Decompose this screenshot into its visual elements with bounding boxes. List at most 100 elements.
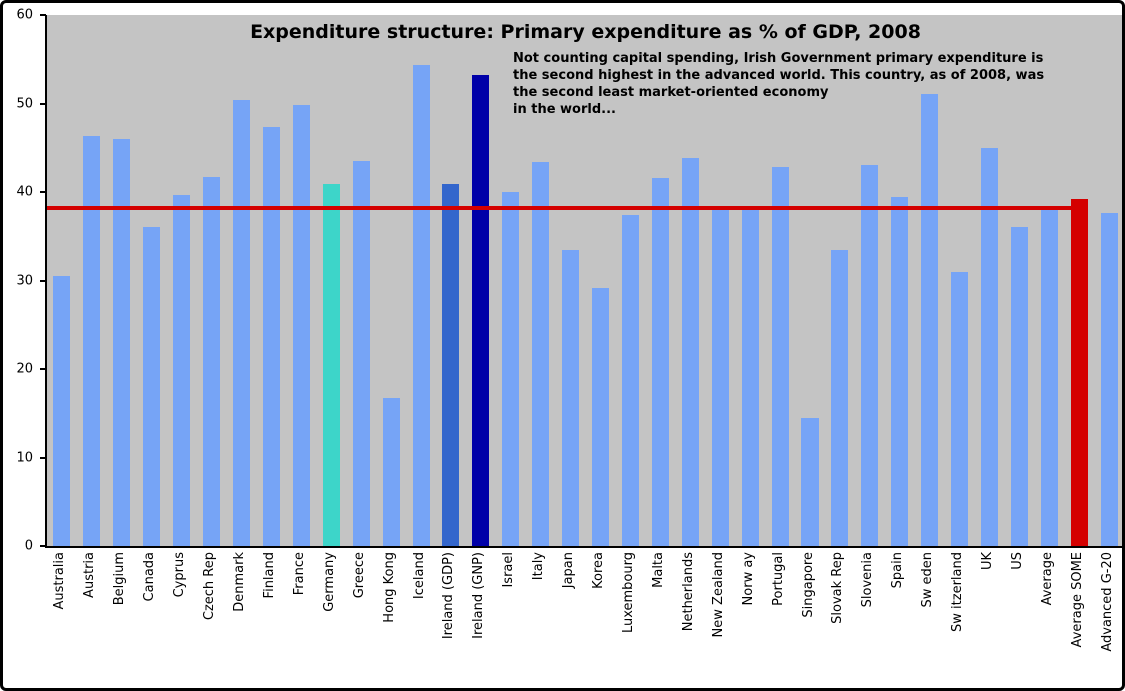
x-label-slot: Slovenia xyxy=(853,548,883,688)
y-tick-mark xyxy=(40,545,46,547)
x-axis-label: Iceland xyxy=(411,552,427,600)
bar-average xyxy=(1040,208,1058,546)
x-label-slot: Korea xyxy=(584,548,614,688)
bar-slot xyxy=(586,15,616,546)
x-axis-label: Germany xyxy=(321,552,337,612)
x-axis-label: Norw ay xyxy=(740,552,756,606)
bar-slot xyxy=(1034,15,1064,546)
bar-singapore xyxy=(801,417,819,546)
bar-netherlands xyxy=(681,158,699,546)
bar-iceland xyxy=(412,64,430,546)
y-tick-label: 20 xyxy=(16,361,33,377)
y-tick-label: 30 xyxy=(16,273,33,288)
bar-sw-eden xyxy=(921,93,939,546)
bar-sw-itzerland xyxy=(951,271,969,546)
y-tick-mark xyxy=(40,368,46,370)
bar-norw-ay xyxy=(741,207,759,546)
x-label-slot: Sw itzerland xyxy=(943,548,973,688)
x-axis-label: Cyprus xyxy=(172,552,188,598)
y-tick-label: 0 xyxy=(24,538,33,554)
y-tick-label: 40 xyxy=(16,184,33,200)
x-label-slot: US xyxy=(1003,548,1033,688)
x-label-slot: Belgium xyxy=(105,548,135,688)
chart-annotation: Not counting capital spending, Irish Gov… xyxy=(513,51,1045,117)
chart-title: Expenditure structure: Primary expenditu… xyxy=(250,21,921,43)
bar-slot xyxy=(945,15,975,546)
y-tick-mark xyxy=(40,14,46,16)
y-tick-label: 60 xyxy=(16,7,33,23)
x-axis-label: Average xyxy=(1039,552,1055,606)
bar-israel xyxy=(502,192,520,546)
bar-slot xyxy=(885,15,915,546)
x-axis-label: Malta xyxy=(650,552,666,588)
bar-slot xyxy=(1094,15,1122,546)
x-axis-label: Canada xyxy=(142,552,158,602)
x-axis-label: Slovenia xyxy=(860,552,876,608)
x-axis-label: Sw itzerland xyxy=(950,552,966,632)
bar-slot xyxy=(256,15,286,546)
bars-container xyxy=(47,15,1122,546)
x-axis-label: Korea xyxy=(591,552,607,589)
bar-slot xyxy=(1005,15,1035,546)
x-label-slot: Japan xyxy=(554,548,584,688)
bar-slot xyxy=(735,15,765,546)
bar-slot xyxy=(167,15,197,546)
bar-canada xyxy=(143,227,161,546)
x-axis-label: France xyxy=(291,552,307,596)
reference-line xyxy=(47,205,1080,210)
bar-slot xyxy=(77,15,107,546)
bar-slot xyxy=(406,15,436,546)
x-axis-label: Ireland (GNP) xyxy=(471,552,487,639)
bar-slot xyxy=(705,15,735,546)
x-label-slot: Spain xyxy=(883,548,913,688)
x-axis-label: Finland xyxy=(261,552,277,599)
x-label-slot: Ireland (GDP) xyxy=(434,548,464,688)
x-label-slot: UK xyxy=(973,548,1003,688)
bar-hong-kong xyxy=(382,398,400,546)
bar-cyprus xyxy=(173,194,191,546)
x-axis-label: Hong Kong xyxy=(381,552,397,623)
bar-average-some xyxy=(1070,199,1088,546)
y-tick-label: 10 xyxy=(16,450,33,465)
bar-italy xyxy=(532,161,550,546)
bar-ireland-gdp- xyxy=(442,184,460,546)
x-axis-label: Slovak Rep xyxy=(830,552,846,624)
x-label-slot: Advanced G-20 xyxy=(1092,548,1122,688)
x-label-slot: Greece xyxy=(344,548,374,688)
x-axis-label: Average SOME xyxy=(1069,552,1085,648)
x-label-slot: Czech Rep xyxy=(195,548,225,688)
bar-slot xyxy=(795,15,825,546)
bar-slot xyxy=(1064,15,1094,546)
x-axis-label: Israel xyxy=(501,552,517,588)
x-label-slot: Germany xyxy=(314,548,344,688)
bar-malta xyxy=(651,177,669,546)
bar-germany xyxy=(322,184,340,546)
bar-austria xyxy=(83,136,101,546)
x-axis-label: Belgium xyxy=(112,552,128,606)
y-tick-mark xyxy=(40,191,46,193)
y-axis: 0 10 20 30 40 50 60 xyxy=(3,8,46,554)
x-axis-label: Japan xyxy=(561,552,577,589)
x-axis-label: Luxembourg xyxy=(620,552,636,634)
x-label-slot: Average xyxy=(1032,548,1062,688)
bar-belgium xyxy=(113,138,131,546)
y-tick-mark xyxy=(40,279,46,282)
x-label-slot: Netherlands xyxy=(673,548,703,688)
bar-slot xyxy=(107,15,137,546)
x-axis-labels: Australia Austria Belgium Canada Cyprus Czech… xyxy=(45,548,1122,688)
x-axis-label: Netherlands xyxy=(680,552,696,632)
x-axis-label: Portugal xyxy=(770,552,786,606)
bar-slot xyxy=(645,15,675,546)
x-label-slot: Italy xyxy=(524,548,554,688)
bar-slot xyxy=(316,15,346,546)
x-axis-label: Italy xyxy=(531,552,547,581)
bar-france xyxy=(292,105,310,546)
x-label-slot: Austria xyxy=(75,548,105,688)
x-label-slot: Average SOME xyxy=(1062,548,1092,688)
bar-slot xyxy=(197,15,227,546)
bar-slovenia xyxy=(861,165,879,546)
bar-greece xyxy=(352,161,370,546)
x-label-slot: Iceland xyxy=(404,548,434,688)
bar-czech-rep xyxy=(203,176,221,546)
